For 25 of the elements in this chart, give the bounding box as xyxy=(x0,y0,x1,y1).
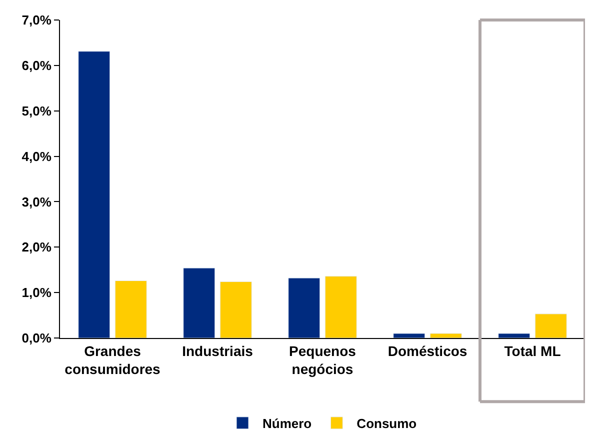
y-tick-label: 5,0% xyxy=(22,103,52,118)
y-tick-label: 1,0% xyxy=(22,285,52,300)
x-tick-label: Grandes consumidores xyxy=(64,342,161,377)
bar xyxy=(78,51,110,338)
x-tick-label: Total ML xyxy=(504,342,562,359)
x-tick-label: Pequenos negócios xyxy=(289,342,356,377)
bar xyxy=(114,280,147,338)
bar xyxy=(430,333,462,338)
legend-label: Número xyxy=(262,416,312,431)
bar xyxy=(498,333,530,338)
bar xyxy=(324,276,357,338)
y-tick-label: 3,0% xyxy=(22,194,52,210)
bar xyxy=(393,333,426,338)
bar xyxy=(534,314,567,338)
bar xyxy=(220,281,252,338)
y-tick-label: 0,0% xyxy=(22,330,52,346)
y-tick-label: 4,0% xyxy=(22,148,52,164)
y-tick-label: 2,0% xyxy=(22,240,52,255)
x-tick-label: Domésticos xyxy=(388,342,468,359)
bar xyxy=(288,278,320,338)
legend-label: Consumo xyxy=(356,416,417,431)
bar xyxy=(183,268,216,338)
x-tick-label: Industriais xyxy=(182,342,254,359)
y-tick-label: 6,0% xyxy=(22,58,52,73)
y-tick-label: 7,0% xyxy=(22,12,52,28)
